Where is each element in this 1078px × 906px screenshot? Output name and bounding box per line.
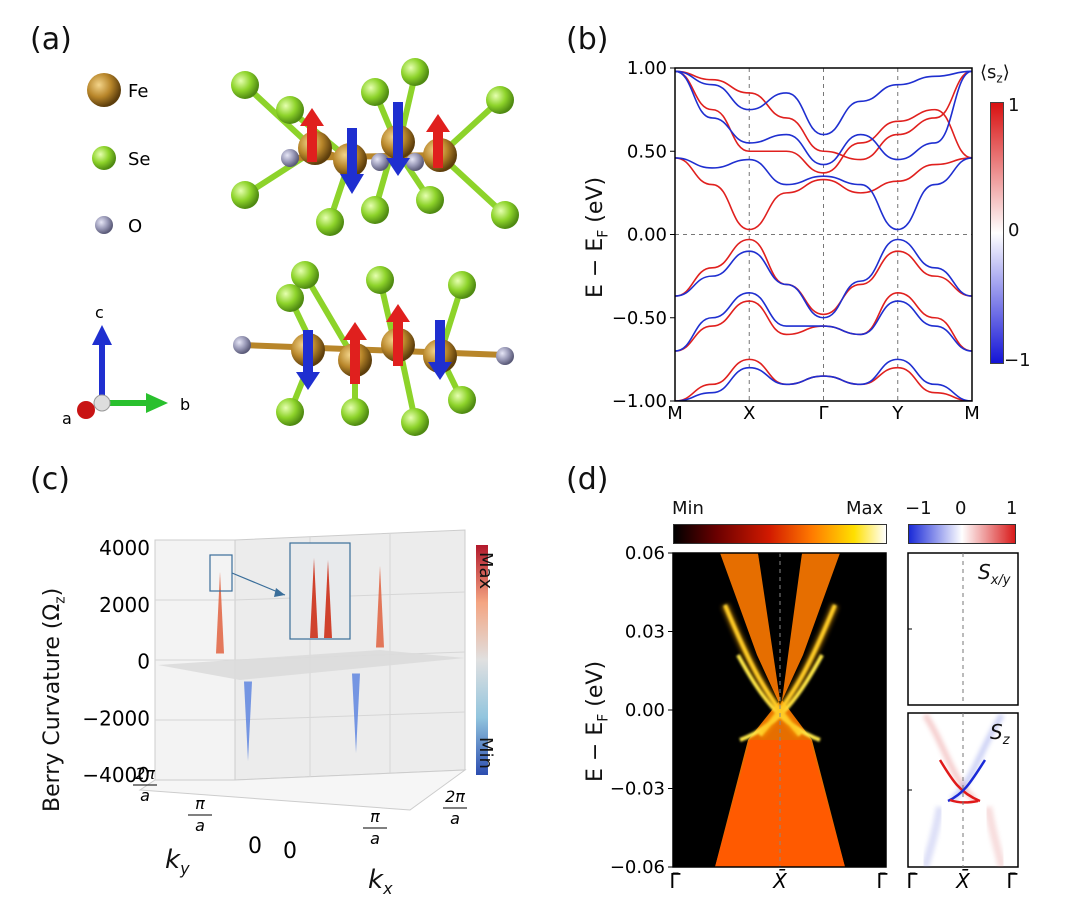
band-line (675, 70, 972, 166)
kx-tick-den: a (450, 809, 460, 828)
heatmap-spectrum (715, 553, 845, 867)
sxy-inset-label: Sx/y (978, 560, 1011, 588)
band-line (675, 70, 972, 161)
kx-tick-label: 0 (283, 839, 297, 864)
band-line (675, 70, 972, 174)
berry-zlabel: Berry Curvature (Ωz) (40, 587, 69, 812)
ky-axis-label: ky (165, 845, 190, 879)
structure-bottom (233, 261, 514, 436)
structure-top (231, 58, 519, 236)
ky-tick-label: 0 (248, 834, 262, 859)
axis-a-label: a (62, 409, 72, 428)
berry-negative-peak (244, 681, 252, 761)
sz-colorbar-tick-max: 1 (1008, 95, 1020, 116)
spin-colorbar-tick-zero: 0 (955, 498, 967, 519)
y-tick-label: −1.00 (612, 391, 667, 412)
d-x-tick-label: X̄ (772, 868, 788, 893)
panel-d-label: (d) (566, 462, 609, 497)
z-tick-label: −4000 (82, 763, 150, 787)
fe-legend-sphere (87, 73, 121, 107)
y-tick-label: 0.50 (627, 141, 667, 162)
surface-spectrum-plot: 0.060.030.00−0.03−0.06Γ̄ X̄ Γ̄ Γ̄ X̄ Γ̄ (610, 545, 1019, 893)
axes-triad: c a b (62, 303, 190, 428)
panel-b-label: (b) (566, 22, 609, 57)
ky-tick-num: π (195, 794, 205, 813)
y-tick-label: −0.50 (612, 308, 667, 329)
crystal-structure: Fe Se O c a b (62, 58, 519, 436)
berry-colorbar (476, 545, 488, 775)
x-tick-label: Y (891, 403, 904, 424)
y-tick-label: 1.00 (627, 58, 667, 79)
d-x-tick-label: Γ̄ (669, 869, 681, 893)
kx-tick-num: 2π (445, 787, 465, 806)
kx-tick-num: π (370, 807, 380, 826)
panel-a-label: (a) (30, 22, 72, 57)
d-x-tick-label: Γ̄ (876, 869, 888, 893)
sz-inset-label: Sz (990, 720, 1010, 748)
spin-colorbar (908, 524, 1016, 544)
se-legend-label: Se (128, 149, 151, 170)
band-structure-plot: 1.000.500.00−0.50−1.00M X Γ Y M (612, 58, 980, 424)
ky-tick-num: 2π (135, 764, 155, 783)
intensity-colorbar-max: Max (846, 498, 884, 519)
inset-x-tick-label: X̄ (955, 868, 971, 893)
panel-c-label: (c) (30, 462, 70, 497)
o-legend-sphere (95, 216, 113, 234)
d-y-tick-label: 0.06 (625, 545, 665, 564)
y-tick-label: 0.00 (627, 225, 667, 246)
sz-colorbar (990, 102, 1004, 364)
z-tick-label: 2000 (99, 593, 150, 617)
spin-colorbar-tick-neg: −1 (905, 498, 932, 519)
se-legend-sphere (92, 146, 116, 170)
berry-positive-peak (376, 565, 384, 648)
sz-colorbar-tick-zero: 0 (1008, 220, 1020, 241)
z-tick-label: 0 (137, 650, 150, 674)
berry-colorbar-min: Min (475, 737, 496, 769)
kx-axis-label: kx (368, 865, 393, 899)
zoom-inset-box (289, 542, 351, 640)
z-tick-label: 4000 (99, 536, 150, 560)
band-line (675, 70, 972, 136)
band-line (675, 358, 972, 401)
intensity-colorbar-min: Min (672, 498, 704, 519)
d-y-tick-label: −0.06 (610, 857, 665, 878)
inset-x-tick-label: Γ̄ (906, 869, 918, 893)
ky-tick-den: a (140, 786, 150, 805)
spin-colorbar-tick-pos: 1 (1006, 498, 1018, 519)
band-line (675, 238, 972, 316)
kx-tick-den: a (370, 829, 380, 848)
d-y-tick-label: 0.00 (625, 700, 665, 721)
x-tick-label: Γ (818, 403, 828, 424)
sz-inset-bands (921, 713, 1006, 867)
berry-zero-plane (158, 650, 465, 680)
intensity-colorbar (673, 524, 887, 544)
berry-colorbar-max: Max (475, 552, 496, 590)
berry-negative-peak (352, 673, 360, 753)
axis-c-label: c (95, 303, 104, 322)
fe-legend-label: Fe (128, 81, 148, 102)
band-line (675, 157, 972, 231)
axis-b-label: b (180, 395, 190, 414)
x-tick-label: X (743, 403, 755, 424)
floor-pane (138, 769, 467, 811)
band-plot-frame (674, 67, 973, 402)
o-legend-label: O (128, 216, 142, 237)
sz-colorbar-title: ⟨sz⟩ (980, 62, 1010, 86)
berry-positive-peak (216, 571, 224, 654)
z-tick-label: −2000 (82, 706, 150, 730)
sz-colorbar-tick-min: −1 (1004, 350, 1031, 371)
d-y-tick-label: −0.03 (610, 779, 665, 800)
inset-x-tick-label: Γ̄ (1006, 869, 1018, 893)
band-line (675, 238, 972, 319)
x-tick-label: M (667, 403, 683, 424)
x-tick-label: M (964, 403, 980, 424)
band-line (675, 157, 972, 231)
d-y-tick-label: 0.03 (625, 622, 665, 643)
ky-tick-den: a (195, 816, 205, 835)
band-line (675, 291, 972, 352)
